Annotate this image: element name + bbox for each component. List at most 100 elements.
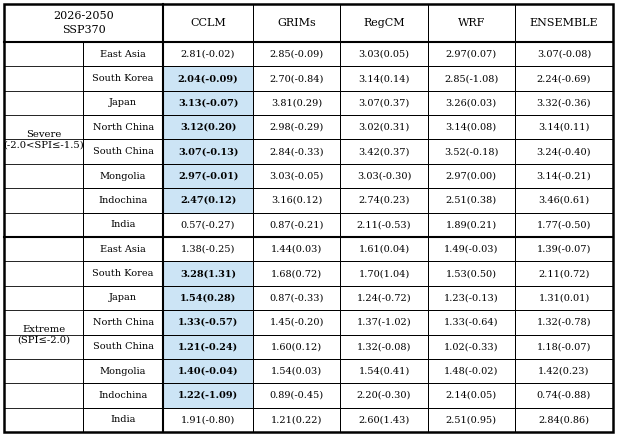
Text: 2.84(0.86): 2.84(0.86) bbox=[539, 416, 589, 424]
Bar bbox=[253, 408, 341, 432]
Bar bbox=[428, 237, 515, 261]
Text: 2.98(-0.29): 2.98(-0.29) bbox=[270, 123, 324, 132]
Text: 3.32(-0.36): 3.32(-0.36) bbox=[537, 99, 591, 107]
Bar bbox=[428, 115, 515, 140]
Text: 1.91(-0.80): 1.91(-0.80) bbox=[181, 416, 235, 424]
Text: 2.97(0.07): 2.97(0.07) bbox=[445, 50, 497, 59]
Bar bbox=[253, 115, 341, 140]
Text: North China: North China bbox=[93, 123, 154, 132]
Bar bbox=[163, 42, 253, 66]
Bar bbox=[515, 334, 613, 359]
Bar bbox=[253, 237, 341, 261]
Bar bbox=[341, 237, 428, 261]
Bar bbox=[428, 188, 515, 213]
Text: 0.89(-0.45): 0.89(-0.45) bbox=[270, 391, 324, 400]
Bar bbox=[253, 261, 341, 286]
Text: 2.51(0.95): 2.51(0.95) bbox=[445, 416, 497, 424]
Text: 2.85(-0.09): 2.85(-0.09) bbox=[270, 50, 324, 59]
Text: India: India bbox=[110, 416, 136, 424]
Text: Japan: Japan bbox=[109, 99, 137, 107]
Text: 3.28(1.31): 3.28(1.31) bbox=[180, 269, 236, 278]
Bar bbox=[341, 261, 428, 286]
Bar bbox=[83, 383, 163, 408]
Text: 2.81(-0.02): 2.81(-0.02) bbox=[181, 50, 235, 59]
Text: East Asia: East Asia bbox=[100, 50, 146, 59]
Bar bbox=[515, 286, 613, 310]
Text: South China: South China bbox=[93, 147, 154, 156]
Bar bbox=[163, 310, 253, 334]
Bar bbox=[428, 42, 515, 66]
Bar bbox=[253, 188, 341, 213]
Bar bbox=[341, 115, 428, 140]
Text: 2.47(0.12): 2.47(0.12) bbox=[180, 196, 236, 205]
Bar bbox=[83, 213, 163, 237]
Bar bbox=[341, 310, 428, 334]
Text: 2.85(-1.08): 2.85(-1.08) bbox=[444, 74, 499, 83]
Text: 2.51(0.38): 2.51(0.38) bbox=[445, 196, 497, 205]
Text: 1.38(-0.25): 1.38(-0.25) bbox=[181, 245, 235, 254]
Bar bbox=[341, 42, 428, 66]
Text: RegCM: RegCM bbox=[363, 18, 405, 28]
Text: 1.37(-1.02): 1.37(-1.02) bbox=[357, 318, 412, 327]
Bar bbox=[83, 164, 163, 188]
Bar bbox=[428, 66, 515, 91]
Text: 2.24(-0.69): 2.24(-0.69) bbox=[537, 74, 591, 83]
Text: 1.31(0.01): 1.31(0.01) bbox=[538, 293, 590, 303]
Text: Extreme
(SPI≤-2.0): Extreme (SPI≤-2.0) bbox=[17, 325, 70, 344]
Text: East Asia: East Asia bbox=[100, 245, 146, 254]
Bar bbox=[428, 286, 515, 310]
Bar bbox=[163, 383, 253, 408]
Bar bbox=[253, 359, 341, 383]
Bar bbox=[163, 91, 253, 115]
Text: 3.03(-0.05): 3.03(-0.05) bbox=[270, 171, 324, 181]
Text: 2.04(-0.09): 2.04(-0.09) bbox=[178, 74, 238, 83]
Text: 3.14(-0.21): 3.14(-0.21) bbox=[537, 171, 591, 181]
Text: Mongolia: Mongolia bbox=[100, 367, 146, 375]
Text: South Korea: South Korea bbox=[93, 269, 154, 278]
Text: 1.48(-0.02): 1.48(-0.02) bbox=[444, 367, 499, 375]
Bar bbox=[163, 66, 253, 91]
Bar bbox=[163, 408, 253, 432]
Text: 2.14(0.05): 2.14(0.05) bbox=[445, 391, 497, 400]
Bar bbox=[163, 359, 253, 383]
Bar bbox=[428, 164, 515, 188]
Bar bbox=[341, 334, 428, 359]
Text: 1.21(0.22): 1.21(0.22) bbox=[271, 416, 322, 424]
Text: 2.97(-0.01): 2.97(-0.01) bbox=[178, 171, 238, 181]
Bar bbox=[428, 140, 515, 164]
Bar bbox=[83, 261, 163, 286]
Text: 2.11(-0.53): 2.11(-0.53) bbox=[357, 220, 411, 229]
Bar bbox=[341, 188, 428, 213]
Bar bbox=[83, 115, 163, 140]
Text: 1.02(-0.33): 1.02(-0.33) bbox=[444, 342, 499, 351]
Text: ENSEMBLE: ENSEMBLE bbox=[529, 18, 598, 28]
Text: South China: South China bbox=[93, 342, 154, 351]
Bar bbox=[83, 140, 163, 164]
Text: 3.14(0.08): 3.14(0.08) bbox=[445, 123, 497, 132]
Text: CCLM: CCLM bbox=[190, 18, 226, 28]
Text: India: India bbox=[110, 220, 136, 229]
Text: 3.81(0.29): 3.81(0.29) bbox=[271, 99, 322, 107]
Text: 3.02(0.31): 3.02(0.31) bbox=[358, 123, 410, 132]
Text: 0.74(-0.88): 0.74(-0.88) bbox=[537, 391, 591, 400]
Bar bbox=[428, 91, 515, 115]
Bar bbox=[83, 359, 163, 383]
Bar bbox=[515, 383, 613, 408]
Bar bbox=[83, 334, 163, 359]
Text: 3.03(-0.30): 3.03(-0.30) bbox=[357, 171, 411, 181]
Bar bbox=[83, 310, 163, 334]
Bar bbox=[4, 237, 83, 432]
Bar bbox=[4, 4, 163, 42]
Bar bbox=[163, 164, 253, 188]
Bar bbox=[515, 408, 613, 432]
Text: 1.53(0.50): 1.53(0.50) bbox=[445, 269, 497, 278]
Text: 3.42(0.37): 3.42(0.37) bbox=[358, 147, 410, 156]
Bar bbox=[163, 4, 253, 42]
Bar bbox=[83, 237, 163, 261]
Text: 2.97(0.00): 2.97(0.00) bbox=[445, 171, 497, 181]
Text: 3.07(-0.13): 3.07(-0.13) bbox=[178, 147, 238, 156]
Bar bbox=[515, 359, 613, 383]
Bar bbox=[341, 359, 428, 383]
Text: 1.33(-0.57): 1.33(-0.57) bbox=[178, 318, 238, 327]
Text: 1.54(0.03): 1.54(0.03) bbox=[271, 367, 322, 375]
